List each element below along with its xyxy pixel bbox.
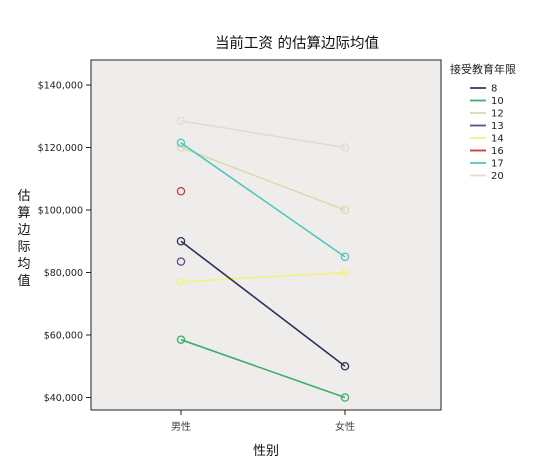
y-axis-title-char: 估 — [17, 189, 30, 204]
legend-title: 接受教育年限 — [450, 62, 516, 76]
legend-item-label: 8 — [491, 84, 497, 95]
y-tick-label: $140,000 — [38, 81, 83, 92]
legend-item-label: 16 — [491, 146, 504, 157]
x-axis: 男性 女性 — [171, 410, 355, 433]
plot-area — [91, 60, 441, 410]
y-tick-label: $40,000 — [44, 393, 83, 404]
y-axis: $40,000 $60,000 $80,000 $100,000 $120,000 $14… — [38, 81, 91, 405]
y-tick-label: $120,000 — [38, 143, 83, 154]
y-axis-title-char: 算 — [17, 206, 30, 221]
y-axis-title-char: 均 — [17, 257, 30, 272]
x-axis-title: 性别 — [253, 444, 279, 459]
y-axis-title-char: 值 — [17, 273, 30, 289]
y-tick-label: $100,000 — [38, 206, 83, 217]
legend-item-label: 17 — [491, 159, 504, 170]
legend-item-label: 10 — [491, 96, 504, 107]
y-axis-title: 估算边际均值 — [17, 189, 30, 289]
y-tick-label: $80,000 — [44, 268, 83, 279]
x-tick-label: 女性 — [335, 420, 355, 433]
legend-item-label: 20 — [491, 171, 504, 182]
x-tick-label: 男性 — [171, 420, 191, 433]
legend-item-label: 13 — [491, 121, 504, 132]
y-tick-label: $60,000 — [44, 331, 83, 342]
legend-item-label: 12 — [491, 109, 504, 120]
y-axis-title-char: 际 — [17, 240, 30, 255]
chart-title: 当前工资 的估算边际均值 — [215, 35, 379, 52]
legend-item-label: 14 — [491, 134, 504, 145]
y-axis-title-char: 边 — [17, 223, 30, 238]
